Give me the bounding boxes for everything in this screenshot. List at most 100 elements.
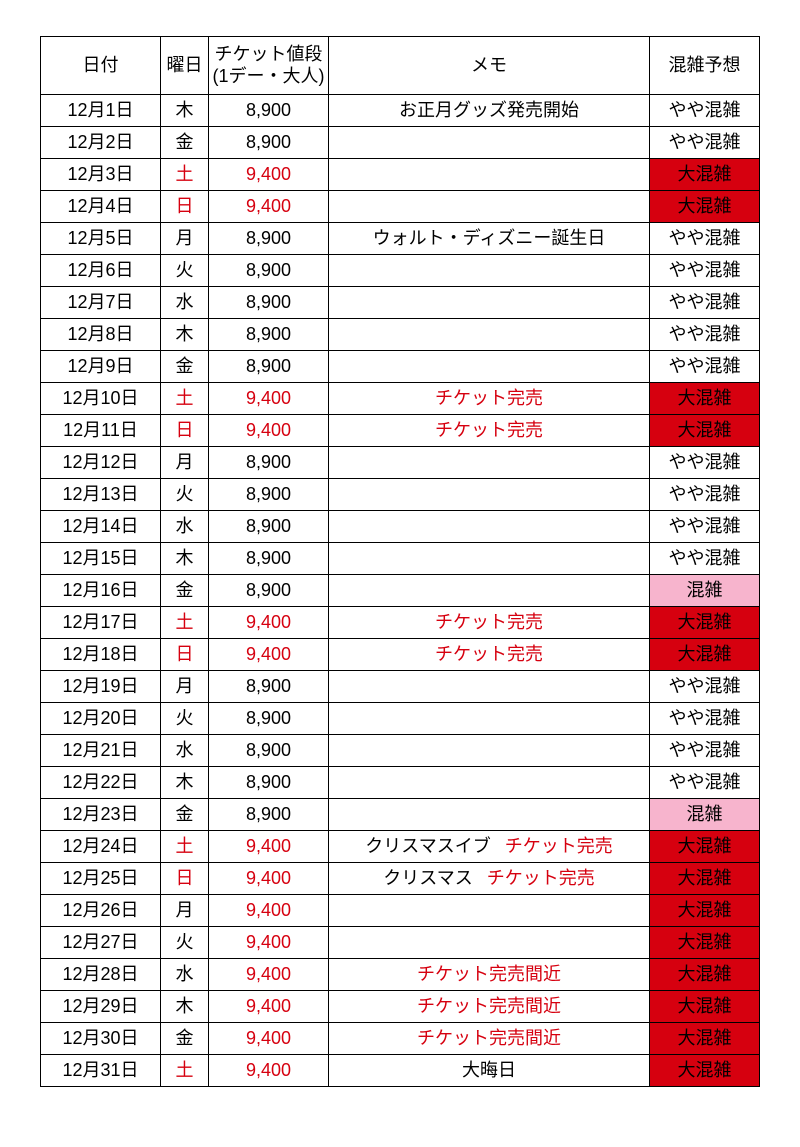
cell-date: 12月27日 [41, 927, 161, 959]
cell-price: 8,900 [209, 479, 329, 511]
cell-date: 12月18日 [41, 639, 161, 671]
cell-price: 8,900 [209, 351, 329, 383]
cell-dow: 日 [161, 191, 209, 223]
cell-memo [329, 319, 650, 351]
cell-price: 8,900 [209, 287, 329, 319]
cell-crowd: 混雑 [650, 799, 760, 831]
table-row: 12月2日金8,900やや混雑 [41, 127, 760, 159]
memo-text: チケット完売 [435, 388, 543, 408]
memo-text: チケット完売 [435, 420, 543, 440]
cell-crowd: 大混雑 [650, 639, 760, 671]
cell-dow: 金 [161, 575, 209, 607]
header-crowd: 混雑予想 [650, 37, 760, 95]
cell-date: 12月10日 [41, 383, 161, 415]
cell-date: 12月26日 [41, 895, 161, 927]
cell-price: 9,400 [209, 831, 329, 863]
cell-crowd: 大混雑 [650, 159, 760, 191]
cell-crowd: やや混雑 [650, 319, 760, 351]
memo-text: チケット完売間近 [417, 996, 561, 1016]
table-row: 12月5日月8,900ウォルト・ディズニー誕生日やや混雑 [41, 223, 760, 255]
memo-text: チケット完売 [435, 612, 543, 632]
cell-date: 12月9日 [41, 351, 161, 383]
cell-memo [329, 287, 650, 319]
cell-memo [329, 767, 650, 799]
cell-dow: 木 [161, 991, 209, 1023]
cell-dow: 金 [161, 127, 209, 159]
cell-dow: 水 [161, 959, 209, 991]
table-row: 12月23日金8,900混雑 [41, 799, 760, 831]
cell-memo [329, 191, 650, 223]
table-row: 12月27日火9,400大混雑 [41, 927, 760, 959]
header-price-line1: チケット値段 [209, 44, 328, 66]
table-row: 12月20日火8,900やや混雑 [41, 703, 760, 735]
cell-crowd: 大混雑 [650, 415, 760, 447]
cell-memo: クリスマスチケット完売 [329, 863, 650, 895]
cell-date: 12月7日 [41, 287, 161, 319]
cell-price: 8,900 [209, 543, 329, 575]
cell-dow: 水 [161, 735, 209, 767]
memo-text: チケット完売 [435, 644, 543, 664]
cell-date: 12月11日 [41, 415, 161, 447]
table-row: 12月1日木8,900お正月グッズ発売開始やや混雑 [41, 95, 760, 127]
cell-dow: 金 [161, 1023, 209, 1055]
table-row: 12月3日土9,400大混雑 [41, 159, 760, 191]
cell-dow: 木 [161, 95, 209, 127]
cell-price: 8,900 [209, 799, 329, 831]
table-row: 12月6日火8,900やや混雑 [41, 255, 760, 287]
cell-crowd: 大混雑 [650, 191, 760, 223]
cell-crowd: やや混雑 [650, 735, 760, 767]
cell-memo [329, 511, 650, 543]
cell-date: 12月6日 [41, 255, 161, 287]
cell-dow: 月 [161, 671, 209, 703]
cell-price: 9,400 [209, 863, 329, 895]
cell-memo [329, 703, 650, 735]
table-row: 12月29日木9,400チケット完売間近大混雑 [41, 991, 760, 1023]
header-price: チケット値段 (1デー・大人) [209, 37, 329, 95]
cell-date: 12月15日 [41, 543, 161, 575]
table-row: 12月9日金8,900やや混雑 [41, 351, 760, 383]
memo-text: クリスマスイブ [365, 836, 490, 856]
cell-date: 12月22日 [41, 767, 161, 799]
cell-memo: チケット完売 [329, 639, 650, 671]
cell-price: 8,900 [209, 575, 329, 607]
cell-memo [329, 447, 650, 479]
cell-date: 12月5日 [41, 223, 161, 255]
cell-crowd: 大混雑 [650, 607, 760, 639]
cell-crowd: 大混雑 [650, 863, 760, 895]
cell-date: 12月31日 [41, 1055, 161, 1087]
cell-dow: 火 [161, 255, 209, 287]
cell-memo: クリスマスイブチケット完売 [329, 831, 650, 863]
cell-price: 9,400 [209, 415, 329, 447]
cell-memo: チケット完売 [329, 415, 650, 447]
table-row: 12月28日水9,400チケット完売間近大混雑 [41, 959, 760, 991]
table-row: 12月12日月8,900やや混雑 [41, 447, 760, 479]
cell-crowd: やや混雑 [650, 287, 760, 319]
table-row: 12月18日日9,400チケット完売大混雑 [41, 639, 760, 671]
table-row: 12月21日水8,900やや混雑 [41, 735, 760, 767]
table-row: 12月26日月9,400大混雑 [41, 895, 760, 927]
cell-crowd: 大混雑 [650, 1023, 760, 1055]
cell-memo [329, 127, 650, 159]
memo-text: チケット完売間近 [417, 1028, 561, 1048]
cell-price: 8,900 [209, 255, 329, 287]
cell-price: 8,900 [209, 223, 329, 255]
cell-date: 12月28日 [41, 959, 161, 991]
cell-dow: 水 [161, 287, 209, 319]
table-row: 12月4日日9,400大混雑 [41, 191, 760, 223]
memo-text: チケット完売 [487, 868, 595, 888]
cell-memo: チケット完売間近 [329, 959, 650, 991]
cell-price: 8,900 [209, 735, 329, 767]
cell-dow: 土 [161, 383, 209, 415]
cell-crowd: やや混雑 [650, 447, 760, 479]
calendar-table: 日付 曜日 チケット値段 (1デー・大人) メモ 混雑予想 12月1日木8,90… [40, 36, 760, 1087]
table-row: 12月16日金8,900混雑 [41, 575, 760, 607]
cell-date: 12月4日 [41, 191, 161, 223]
cell-price: 8,900 [209, 703, 329, 735]
table-row: 12月10日土9,400チケット完売大混雑 [41, 383, 760, 415]
cell-dow: 水 [161, 511, 209, 543]
memo-text: クリスマス [383, 868, 472, 888]
cell-date: 12月25日 [41, 863, 161, 895]
cell-dow: 火 [161, 927, 209, 959]
cell-price: 8,900 [209, 671, 329, 703]
cell-date: 12月2日 [41, 127, 161, 159]
